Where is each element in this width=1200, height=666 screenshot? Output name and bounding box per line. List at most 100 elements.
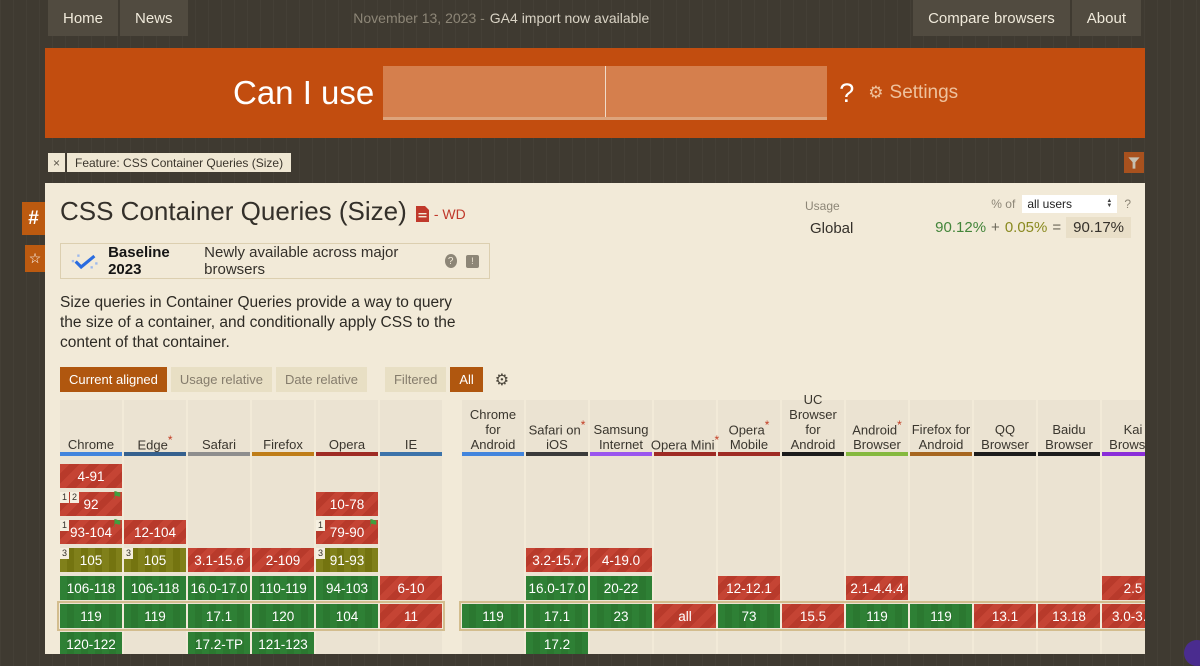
nav-item-home[interactable]: Home <box>48 0 119 36</box>
support-cell: 16.0-17.0 <box>188 576 250 600</box>
announcement[interactable]: November 13, 2023 - GA4 import now avail… <box>190 0 914 36</box>
support-cell: 79-90 1 ⚑ <box>316 517 378 544</box>
usage-note-asterisk: * <box>580 417 586 432</box>
table-group-desktop: Chrome 4-91 92 1 2 ⚑ 93-104 1 ⚑ 105 3 106-118 119 120… <box>57 400 445 654</box>
support-cell: 12-104 <box>124 520 186 544</box>
nav-item-news[interactable]: News <box>120 0 188 36</box>
browser-brand-underline <box>252 452 314 456</box>
browser-column-header: Chrome for Android <box>469 407 517 452</box>
favorite-button[interactable]: ☆ <box>25 245 45 272</box>
announcement-date: November 13, 2023 - <box>353 10 485 26</box>
nav-item-compare-browsers[interactable]: Compare browsers <box>913 0 1070 36</box>
browser-column-header: QQ Browser <box>981 422 1029 452</box>
support-cell: 17.2 <box>526 632 588 654</box>
browser-brand-underline <box>974 452 1036 456</box>
browser-column-header: Opera Mini* <box>650 432 720 452</box>
browser-column: Samsung Internet 4-19.0 20-22 23 <box>590 400 652 654</box>
browser-brand-underline <box>654 452 716 456</box>
settings-button[interactable]: ⚙ Settings <box>868 82 958 104</box>
search-input[interactable] <box>383 66 828 120</box>
search-caret-divider <box>605 66 607 117</box>
search-question-mark: ? <box>839 77 855 108</box>
support-cell: 105 3 <box>60 548 122 572</box>
remove-feature-filter-button[interactable]: × <box>48 153 65 172</box>
hash-icon: # <box>28 207 39 229</box>
toolbar-button-current-aligned[interactable]: Current aligned <box>60 367 167 392</box>
top-navigation: Home News November 13, 2023 - GA4 import … <box>0 0 1200 36</box>
spec-link[interactable]: - WD <box>415 201 466 222</box>
table-settings-gear-icon[interactable]: ⚙ <box>494 370 510 389</box>
support-cell: 119 <box>462 604 524 628</box>
usage-scope-select[interactable]: all users ▲ ▼ <box>1022 195 1118 213</box>
browser-column-header: KaiBrowser <box>1109 422 1145 452</box>
toolbar-button-date-relative[interactable]: Date relative <box>276 367 367 392</box>
browser-column: Opera* Mobile 12-12.1 73 <box>718 400 780 654</box>
settings-label: Settings <box>889 82 959 103</box>
topnav-left: Home News <box>48 0 190 36</box>
toolbar-button-filtered[interactable]: Filtered <box>384 367 447 392</box>
table-group-mobile: Chrome for Android 119 Safari on* iOS 3.2-15.7… <box>459 392 1145 654</box>
toolbar-button-usage-relative[interactable]: Usage relative <box>170 367 272 392</box>
support-cell: 13.18 <box>1038 604 1100 628</box>
filter-button[interactable] <box>1124 152 1144 173</box>
feature-title-text: CSS Container Queries (Size) <box>60 196 407 226</box>
support-cell: 2.1-4.4.4 <box>846 576 908 600</box>
support-cell: 120-122 <box>60 632 122 654</box>
page-title: CSS Container Queries (Size) - WD <box>60 196 466 227</box>
browser-column: Safari on* iOS 3.2-15.7 16.0-17.0 17.1 17.2 <box>526 400 588 654</box>
funnel-icon <box>1128 156 1140 169</box>
toolbar-button-all[interactable]: All <box>450 367 483 392</box>
browser-brand-underline <box>846 452 908 456</box>
corner-widget[interactable] <box>1184 640 1200 666</box>
topnav-right: Compare browsers About <box>913 0 1143 36</box>
browser-column: Firefox for Android 119 <box>910 400 972 654</box>
usage-note-asterisk: * <box>897 417 902 432</box>
support-cell: 104 <box>316 604 378 628</box>
baseline-feedback-icon[interactable]: ! <box>465 254 479 268</box>
gear-icon: ⚙ <box>868 83 884 103</box>
usage-help-icon[interactable]: ? <box>1124 197 1131 211</box>
baseline-badge: Baseline 2023 <box>108 244 170 278</box>
support-cell: 110-119 <box>252 576 314 600</box>
support-cell: 17.2-TP <box>188 632 250 654</box>
browser-brand-underline <box>462 452 524 456</box>
usage-note-asterisk: * <box>167 432 173 447</box>
browser-brand-underline <box>910 452 972 456</box>
support-cell: 119 <box>910 604 972 628</box>
browser-column: QQ Browser 13.1 <box>974 400 1036 654</box>
browser-brand-underline <box>316 452 378 456</box>
support-cell: 13.1 <box>974 604 1036 628</box>
baseline-help-icon[interactable]: ? <box>444 254 457 268</box>
usage-scope-selected-value: all users <box>1027 197 1072 211</box>
support-cell: 2.5 <box>1102 576 1145 600</box>
nav-item-about[interactable]: About <box>1071 0 1141 36</box>
support-cell: 10-78 <box>316 492 378 516</box>
browser-column: KaiBrowser 2.5 3.0-3.1 <box>1102 400 1145 654</box>
feature-filter-chip: Feature: CSS Container Queries (Size) <box>67 153 292 172</box>
flag-icon: ⚑ <box>368 517 378 530</box>
close-icon: × <box>52 155 60 170</box>
site-header: Can I use ? ⚙ Settings <box>45 48 1145 138</box>
spec-status-label: - WD <box>433 206 466 222</box>
browser-brand-underline <box>380 452 442 456</box>
support-cell: 119 <box>124 604 186 628</box>
support-cell: 6-10 <box>380 576 442 600</box>
browser-column-header: Samsung Internet <box>593 422 649 452</box>
usage-note-asterisk: * <box>764 417 770 432</box>
equals-sign: = <box>1052 219 1062 236</box>
usage-controls: % of all users ▲ ▼ ? <box>991 195 1131 213</box>
support-cell: 20-22 <box>590 576 652 600</box>
support-cell: 17.1 <box>526 604 588 628</box>
browser-brand-underline <box>590 452 652 456</box>
permalink-button[interactable]: # <box>22 202 45 235</box>
support-cell: 120 <box>252 604 314 628</box>
support-cell: all <box>654 604 716 628</box>
browser-column: Edge* 12-104 105 3 106-118 119 <box>124 400 186 654</box>
select-arrows-icon: ▲ ▼ <box>1106 198 1113 209</box>
usage-total-percent: 90.17% <box>1066 217 1131 238</box>
browser-column-header: Opera* Mobile <box>728 417 770 452</box>
support-cell: 4-91 <box>60 464 122 488</box>
baseline-text: Newly available across major browsers <box>204 244 399 278</box>
browser-column-header: IE <box>404 437 418 452</box>
browser-column: Opera Mini* all <box>650 400 720 654</box>
